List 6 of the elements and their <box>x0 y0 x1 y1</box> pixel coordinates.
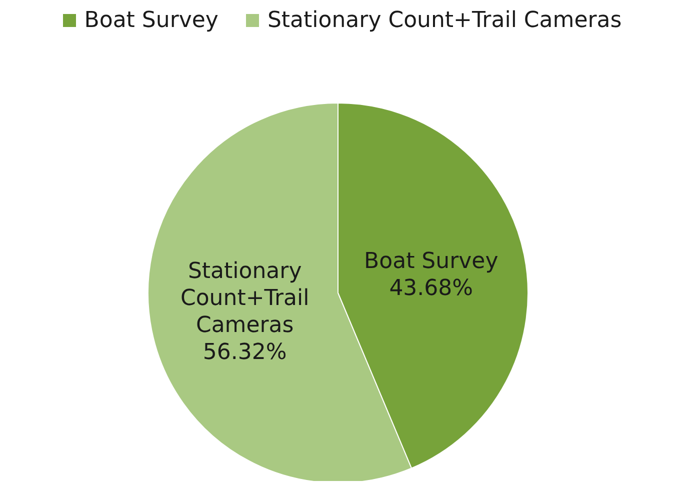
slice-label: Stationary Count+Trail Cameras <box>180 258 310 338</box>
legend-label: Boat Survey <box>84 8 218 33</box>
data-label: 56.32% <box>202 340 287 365</box>
slice-label: Boat Survey <box>364 248 498 274</box>
data-label: 43.68% <box>389 275 474 300</box>
legend-label: Stationary Count+Trail Cameras <box>267 8 622 33</box>
